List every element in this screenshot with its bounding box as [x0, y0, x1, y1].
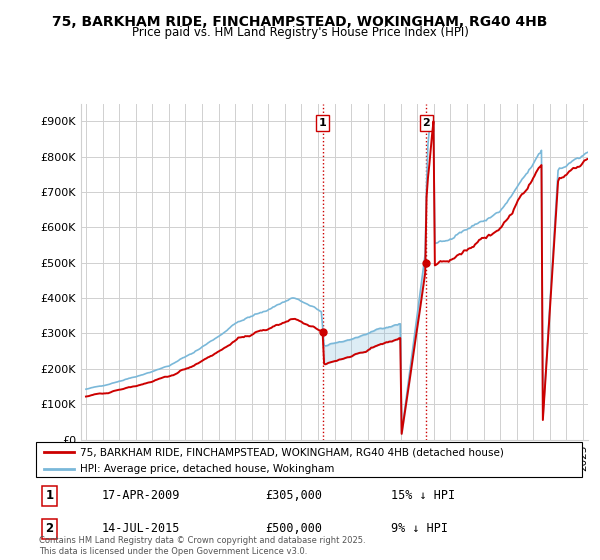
Text: HPI: Average price, detached house, Wokingham: HPI: Average price, detached house, Woki…	[80, 464, 334, 474]
Text: 75, BARKHAM RIDE, FINCHAMPSTEAD, WOKINGHAM, RG40 4HB (detached house): 75, BARKHAM RIDE, FINCHAMPSTEAD, WOKINGH…	[80, 447, 503, 457]
Text: 2: 2	[422, 118, 430, 128]
Text: £305,000: £305,000	[265, 489, 322, 502]
Text: 9% ↓ HPI: 9% ↓ HPI	[391, 522, 448, 535]
Text: Contains HM Land Registry data © Crown copyright and database right 2025.
This d: Contains HM Land Registry data © Crown c…	[39, 536, 365, 556]
Text: 17-APR-2009: 17-APR-2009	[101, 489, 180, 502]
Text: 1: 1	[46, 489, 54, 502]
Text: 1: 1	[319, 118, 326, 128]
Text: 14-JUL-2015: 14-JUL-2015	[101, 522, 180, 535]
Text: 2: 2	[46, 522, 54, 535]
Text: Price paid vs. HM Land Registry's House Price Index (HPI): Price paid vs. HM Land Registry's House …	[131, 26, 469, 39]
Text: 75, BARKHAM RIDE, FINCHAMPSTEAD, WOKINGHAM, RG40 4HB: 75, BARKHAM RIDE, FINCHAMPSTEAD, WOKINGH…	[52, 15, 548, 29]
Text: £500,000: £500,000	[265, 522, 322, 535]
Text: 15% ↓ HPI: 15% ↓ HPI	[391, 489, 455, 502]
